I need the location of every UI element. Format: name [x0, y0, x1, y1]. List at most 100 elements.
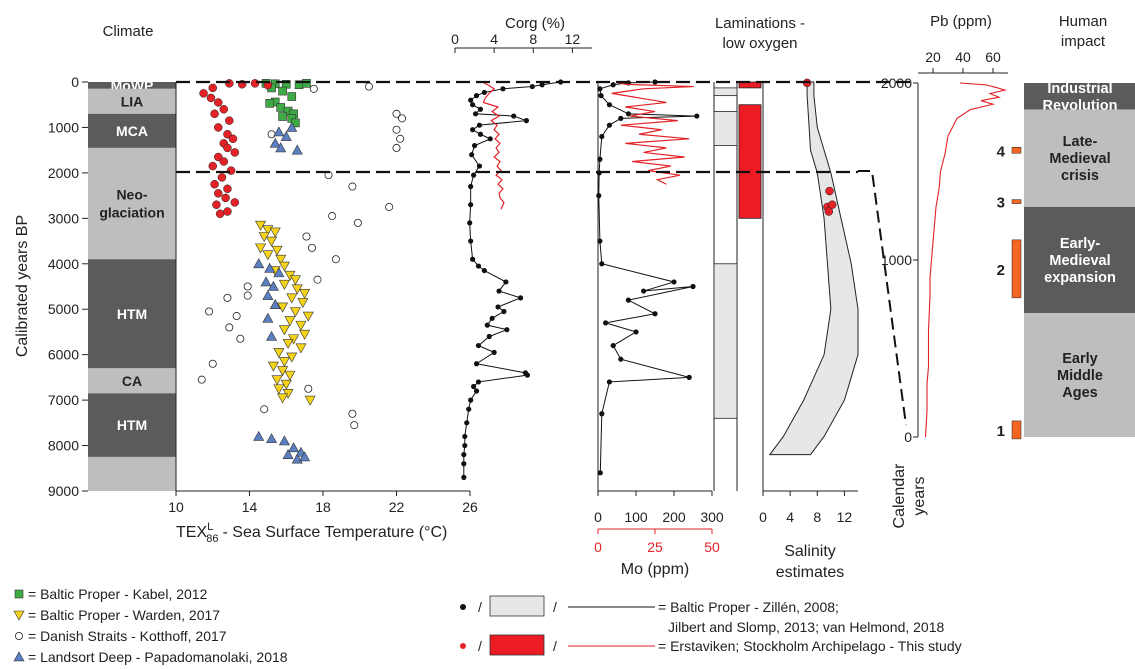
tex-point-s1-7: [262, 250, 274, 261]
tex-tick-label-2: 18: [315, 499, 331, 515]
salinity-point-4: [827, 200, 837, 209]
tex-point-s1-22: [295, 320, 307, 331]
mo-red-tick-label-2: 50: [704, 539, 720, 555]
corg-point-2: [529, 83, 535, 90]
tex-point-s2-29: [350, 421, 359, 430]
tex-point-s4-15: [223, 143, 232, 153]
human-label-1-2: crisis: [1061, 168, 1099, 184]
corg-point-13: [470, 127, 476, 133]
y-tick-label-9: 9000: [48, 483, 79, 499]
tex-point-s1-31: [267, 361, 279, 372]
tex-point-s1-28: [273, 348, 285, 359]
tex-point-s1-16: [286, 293, 298, 304]
tex-point-s3-1: [273, 126, 285, 137]
tex-point-s4-25: [221, 193, 230, 203]
climate-label-5: CA: [122, 373, 142, 389]
mo-tick-label-2: 200: [662, 509, 686, 525]
mo-point-13: [596, 193, 602, 199]
tex-point-s2-2: [392, 109, 401, 118]
human-period-3: [1024, 313, 1135, 437]
tex-point-s4-28: [230, 198, 240, 207]
y-tick-label-5: 5000: [48, 301, 79, 317]
tex-point-s0-6: [278, 86, 287, 96]
tex-point-s4-22: [210, 180, 219, 189]
tex-point-s1-6: [271, 245, 283, 256]
mo-line-0: [598, 81, 697, 473]
tex-point-s4-8: [219, 105, 229, 114]
corg-point-3: [500, 86, 506, 92]
corg-point-8: [477, 106, 484, 112]
mo-point-9: [606, 122, 613, 128]
salinity-label-1: Salinity: [784, 543, 836, 560]
mo-point-19: [625, 297, 632, 303]
climate-period-2: [88, 113, 176, 148]
tex-point-s4-16: [230, 148, 240, 157]
tex-point-s2-12: [385, 202, 394, 211]
mo-point-0: [652, 79, 658, 85]
tex-label-rest: - Sea Surface Temperature (°C): [223, 524, 448, 541]
tex-point-s3-7: [264, 262, 276, 273]
tex-label-sup: L: [207, 521, 213, 533]
human-label-0-0: Industrial: [1047, 81, 1112, 97]
tex-point-s3-18: [288, 442, 300, 453]
climate-period-3: [88, 147, 176, 260]
calendar-label-1: Calendar: [891, 463, 908, 529]
calendar-label-2: years: [911, 476, 928, 515]
tex-point-s1-5: [255, 243, 267, 254]
corg-point-20: [468, 183, 474, 190]
tex-point-s3-10: [267, 280, 279, 291]
mo-point-23: [610, 342, 616, 349]
corg-tick-label-2: 8: [529, 31, 537, 47]
mo-point-27: [599, 411, 605, 417]
tex-point-s3-20: [282, 449, 294, 459]
tex-point-s1-19: [289, 307, 301, 318]
mo-point-17: [641, 288, 647, 294]
tex-point-s3-13: [262, 312, 274, 323]
tex86-panel: 10 14 18 22 26 TEXL 86 - Sea Surface Temperatur…: [168, 79, 478, 545]
tex-point-s1-33: [284, 370, 296, 381]
corg-point-45: [466, 406, 472, 412]
tex-point-s3-2: [280, 130, 292, 141]
mo-line-1: [611, 81, 694, 185]
calendar-tick-label-2: 0: [904, 429, 912, 445]
corg-point-12: [476, 122, 483, 128]
corg-tick-label-3: 12: [565, 31, 581, 47]
climate-period-5: [88, 368, 176, 394]
tex-point-s1-17: [297, 298, 309, 309]
laminations-panel: Laminations - low oxygen: [713, 15, 805, 491]
tex-point-s2-16: [313, 275, 322, 284]
tex-point-s4-10: [225, 116, 234, 125]
legend-left-label-2: = Danish Straits - Kotthoff, 2017: [28, 628, 227, 644]
tex-point-s2-25: [197, 375, 206, 384]
corg-point-25: [475, 263, 482, 269]
mo-point-28: [597, 470, 603, 476]
tex-point-s2-9: [348, 182, 357, 191]
pb-panel: Pb (ppm) 20 40 60: [918, 13, 1008, 438]
mo-red-tick-label-0: 0: [594, 539, 602, 555]
corg-point-11: [523, 118, 530, 124]
tex-point-s2-18: [243, 291, 252, 300]
tex-point-s4-6: [206, 93, 216, 103]
tex-tick-label-0: 10: [168, 499, 184, 515]
pb-line-0: [924, 82, 1008, 438]
human-label-1-1: Medieval: [1049, 151, 1110, 167]
tex-point-s3-11: [262, 289, 274, 300]
tex-point-s2-19: [223, 293, 232, 302]
salinity-point-1: [825, 186, 834, 196]
corg-point-5: [473, 93, 480, 99]
mo-point-8: [618, 115, 624, 121]
pb-tick-label-0: 20: [925, 49, 941, 65]
tex-point-s2-3: [398, 114, 407, 123]
climate-period-7: [88, 456, 176, 491]
corg-point-40: [524, 372, 531, 378]
corg-point-36: [475, 342, 482, 349]
tex-point-s2-17: [243, 282, 252, 291]
tex-point-s4-18: [219, 157, 229, 166]
tex-point-s1-9: [278, 261, 290, 272]
mo-tick-label-3: 300: [700, 509, 724, 525]
legend-right-slash-b-1: /: [553, 638, 557, 654]
tex-point-s1-30: [278, 357, 290, 368]
tex-point-s1-38: [277, 393, 289, 404]
tex-point-s3-12: [269, 299, 281, 309]
